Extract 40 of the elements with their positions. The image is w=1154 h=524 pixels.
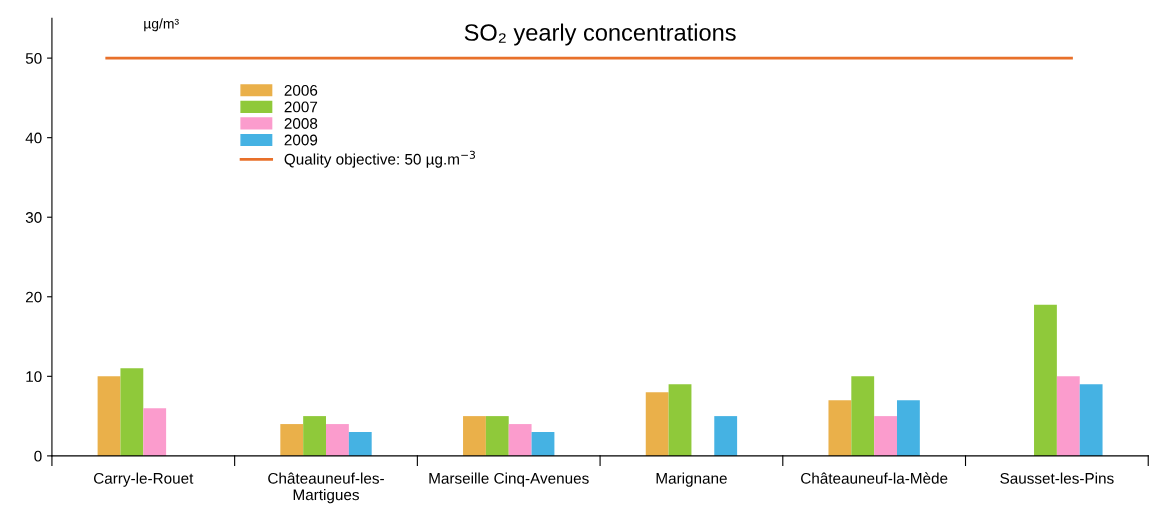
x-tick-label: Carry-le-Rouet <box>93 472 194 487</box>
x-tick-label: Marignane <box>656 472 727 487</box>
y-tick-label: 50 <box>25 52 42 64</box>
bar <box>714 416 738 456</box>
bar <box>303 416 326 456</box>
bar <box>1034 304 1057 456</box>
x-tick-label: Sausset-les-Pins <box>1000 472 1114 484</box>
bar <box>645 392 669 456</box>
x-tick-label: Châteauneuf-les-Martigues <box>268 472 384 504</box>
x-tick-label: Châteauneuf-la-Mède <box>801 472 948 484</box>
legend-label: 2009 <box>284 134 318 146</box>
bar <box>508 424 532 456</box>
bar <box>280 424 304 456</box>
bar <box>326 424 349 456</box>
y-tick-label: 40 <box>25 132 42 144</box>
legend-label: 2006 <box>284 85 318 96</box>
bar <box>463 416 486 456</box>
y-tick-label: 0 <box>34 450 42 462</box>
bar <box>97 376 121 456</box>
bar <box>120 368 144 456</box>
bar <box>668 384 692 456</box>
y-tick-label: 10 <box>26 371 42 383</box>
bar <box>851 376 875 456</box>
chart-title: SO₂ yearly concentrations <box>464 23 736 46</box>
legend-label: Quality objective: 50 µg.m$^{−3}$ <box>284 150 476 168</box>
bar <box>485 416 509 456</box>
x-tick-label: Marseille Cinq-Avenues <box>429 472 589 487</box>
bar <box>143 408 167 456</box>
bar <box>828 400 852 456</box>
bar <box>1079 384 1103 456</box>
bar <box>1056 376 1080 456</box>
bar <box>896 400 920 456</box>
y-tick-label: 30 <box>25 212 42 223</box>
y-tick-label: 20 <box>25 291 42 303</box>
legend-label: 2008 <box>284 118 318 129</box>
legend-label: 2007 <box>284 101 318 113</box>
bar <box>348 432 372 456</box>
bar <box>531 432 555 456</box>
y-axis-title: µg/m³ <box>144 18 179 32</box>
bar <box>874 416 897 456</box>
